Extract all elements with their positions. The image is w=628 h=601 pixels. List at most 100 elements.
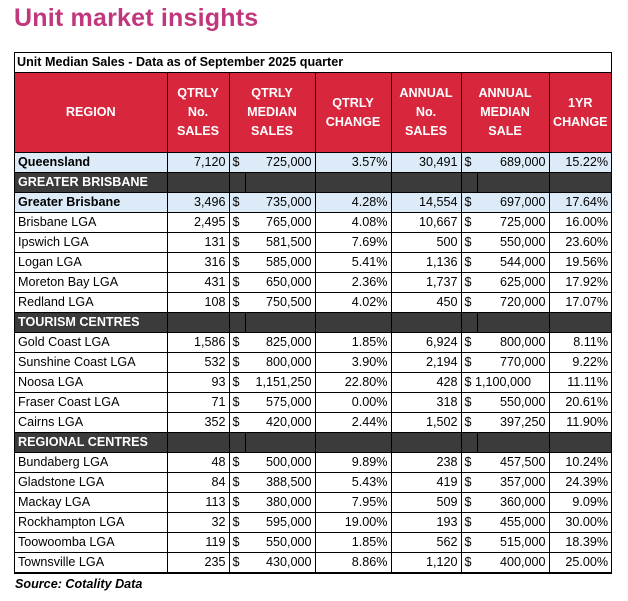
yr-change-cell: 11.90%	[548, 412, 612, 433]
yr-change-cell: 15.22%	[548, 152, 612, 173]
currency-symbol: $	[228, 272, 245, 293]
qtrly-change-cell: 4.02%	[314, 292, 392, 313]
currency-symbol: $	[460, 152, 478, 173]
yr-change-cell: 23.60%	[548, 232, 612, 253]
annual-median-cell: 357,000	[477, 472, 550, 493]
section-fill	[228, 172, 246, 193]
unit-median-sales-table: Unit Median Sales - Data as of September…	[14, 52, 612, 574]
region-cell: Townsville LGA	[15, 552, 168, 573]
table-row: Toowoomba LGA 119 $550,000 1.85% 562 $515,000…	[15, 532, 612, 553]
qtrly-median-cell: 595,000	[245, 512, 316, 533]
table-row: Rockhampton LGA 32 $595,000 19.00% 193 $455,0…	[15, 512, 612, 533]
source-note: Source: Cotality Data	[15, 577, 143, 591]
region-cell: Toowoomba LGA	[15, 532, 168, 553]
section-fill	[244, 312, 316, 333]
currency-symbol: $	[228, 412, 245, 433]
annual-median-cell: 544,000	[477, 252, 550, 273]
qtrly-change-cell: 3.57%	[314, 152, 392, 173]
region-cell: Sunshine Coast LGA	[15, 352, 168, 373]
qtrly-median-cell: 575,000	[245, 392, 316, 413]
currency-symbol: $	[228, 332, 245, 353]
qtrly-median-cell: 420,000	[245, 412, 316, 433]
currency-symbol: $	[460, 452, 478, 473]
table-row: Gold Coast LGA 1,586 $825,000 1.85% 6,924 $80…	[15, 332, 612, 353]
qtrly-sales-cell: 48	[166, 452, 230, 473]
section-fill	[548, 312, 612, 333]
annual-median-cell: 800,000	[477, 332, 550, 353]
annual-sales-cell: 10,667	[390, 212, 462, 233]
section-label: REGIONAL CENTRES	[15, 432, 168, 453]
column-header-region: REGION	[15, 73, 168, 153]
qtrly-median-cell: 765,000	[245, 212, 316, 233]
yr-change-cell: 8.11%	[548, 332, 612, 353]
currency-symbol: $	[460, 532, 478, 553]
currency-symbol: $	[460, 352, 478, 373]
annual-median-cell: 770,000	[477, 352, 550, 373]
annual-median-cell: 457,500	[477, 452, 550, 473]
column-header-qtrly-median: QTRLY MEDIAN SALES	[228, 73, 316, 153]
annual-sales-cell: 6,924	[390, 332, 462, 353]
yr-change-cell: 9.09%	[548, 492, 612, 513]
section-fill	[166, 312, 230, 333]
yr-change-cell: 30.00%	[548, 512, 612, 533]
qtrly-median-cell: 380,000	[245, 492, 316, 513]
region-cell: Logan LGA	[15, 252, 168, 273]
qtrly-median-cell: 735,000	[245, 192, 316, 213]
qtrly-median-cell: 500,000	[245, 452, 316, 473]
column-header-1yr-change: 1YR CHANGE	[548, 73, 612, 153]
column-header-annual-median: ANNUAL MEDIAN SALE	[460, 73, 550, 153]
currency-symbol: $	[460, 512, 478, 533]
annual-median-cell: 720,000	[477, 292, 550, 313]
qtrly-change-cell: 8.86%	[314, 552, 392, 573]
currency-symbol: $	[228, 192, 245, 213]
annual-median-cell: 455,000	[477, 512, 550, 533]
section-fill	[314, 172, 392, 193]
currency-symbol: $	[464, 375, 472, 389]
table-row: Bundaberg LGA 48 $500,000 9.89% 238 $457,500 1…	[15, 452, 612, 473]
annual-sales-cell: 14,554	[390, 192, 462, 213]
qtrly-sales-cell: 3,496	[166, 192, 230, 213]
region-cell: Bundaberg LGA	[15, 452, 168, 473]
yr-change-cell: 20.61%	[548, 392, 612, 413]
section-fill	[390, 312, 462, 333]
annual-median-cell: 515,000	[477, 532, 550, 553]
qtrly-median-cell: 585,000	[245, 252, 316, 273]
qtrly-change-cell: 19.00%	[314, 512, 392, 533]
currency-symbol: $	[228, 392, 245, 413]
qtrly-sales-cell: 352	[166, 412, 230, 433]
table-row: Mackay LGA 113 $380,000 7.95% 509 $360,000 9.0…	[15, 492, 612, 513]
qtrly-median-cell: 1,151,250	[245, 372, 316, 393]
qtrly-change-cell: 2.36%	[314, 272, 392, 293]
annual-median-cell: 550,000	[477, 232, 550, 253]
section-label: TOURISM CENTRES	[15, 312, 168, 333]
qtrly-sales-cell: 1,586	[166, 332, 230, 353]
section-fill	[476, 432, 550, 453]
currency-symbol: $	[460, 272, 478, 293]
section-fill	[476, 172, 550, 193]
currency-symbol: $	[228, 472, 245, 493]
qtrly-sales-cell: 131	[166, 232, 230, 253]
qtrly-change-cell: 0.00%	[314, 392, 392, 413]
annual-median-cell: $ 1,100,000	[460, 372, 550, 393]
region-cell: Gold Coast LGA	[15, 332, 168, 353]
currency-symbol: $	[460, 232, 478, 253]
annual-sales-cell: 193	[390, 512, 462, 533]
annual-sales-cell: 428	[390, 372, 462, 393]
qtrly-sales-cell: 32	[166, 512, 230, 533]
region-cell: Ipswich LGA	[15, 232, 168, 253]
section-fill	[244, 172, 316, 193]
region-cell: Noosa LGA	[15, 372, 168, 393]
yr-change-cell: 9.22%	[548, 352, 612, 373]
yr-change-cell: 18.39%	[548, 532, 612, 553]
yr-change-cell: 17.64%	[548, 192, 612, 213]
region-cell: Fraser Coast LGA	[15, 392, 168, 413]
region-cell: Greater Brisbane	[15, 192, 168, 213]
table-caption: Unit Median Sales - Data as of September…	[15, 53, 611, 73]
annual-sales-cell: 238	[390, 452, 462, 473]
column-header-qtrly-sales: QTRLY No. SALES	[166, 73, 230, 153]
annual-sales-cell: 1,502	[390, 412, 462, 433]
region-cell: Brisbane LGA	[15, 212, 168, 233]
qtrly-change-cell: 1.85%	[314, 532, 392, 553]
qtrly-sales-cell: 431	[166, 272, 230, 293]
table-row: Gladstone LGA 84 $388,500 5.43% 419 $357,000 2…	[15, 472, 612, 493]
